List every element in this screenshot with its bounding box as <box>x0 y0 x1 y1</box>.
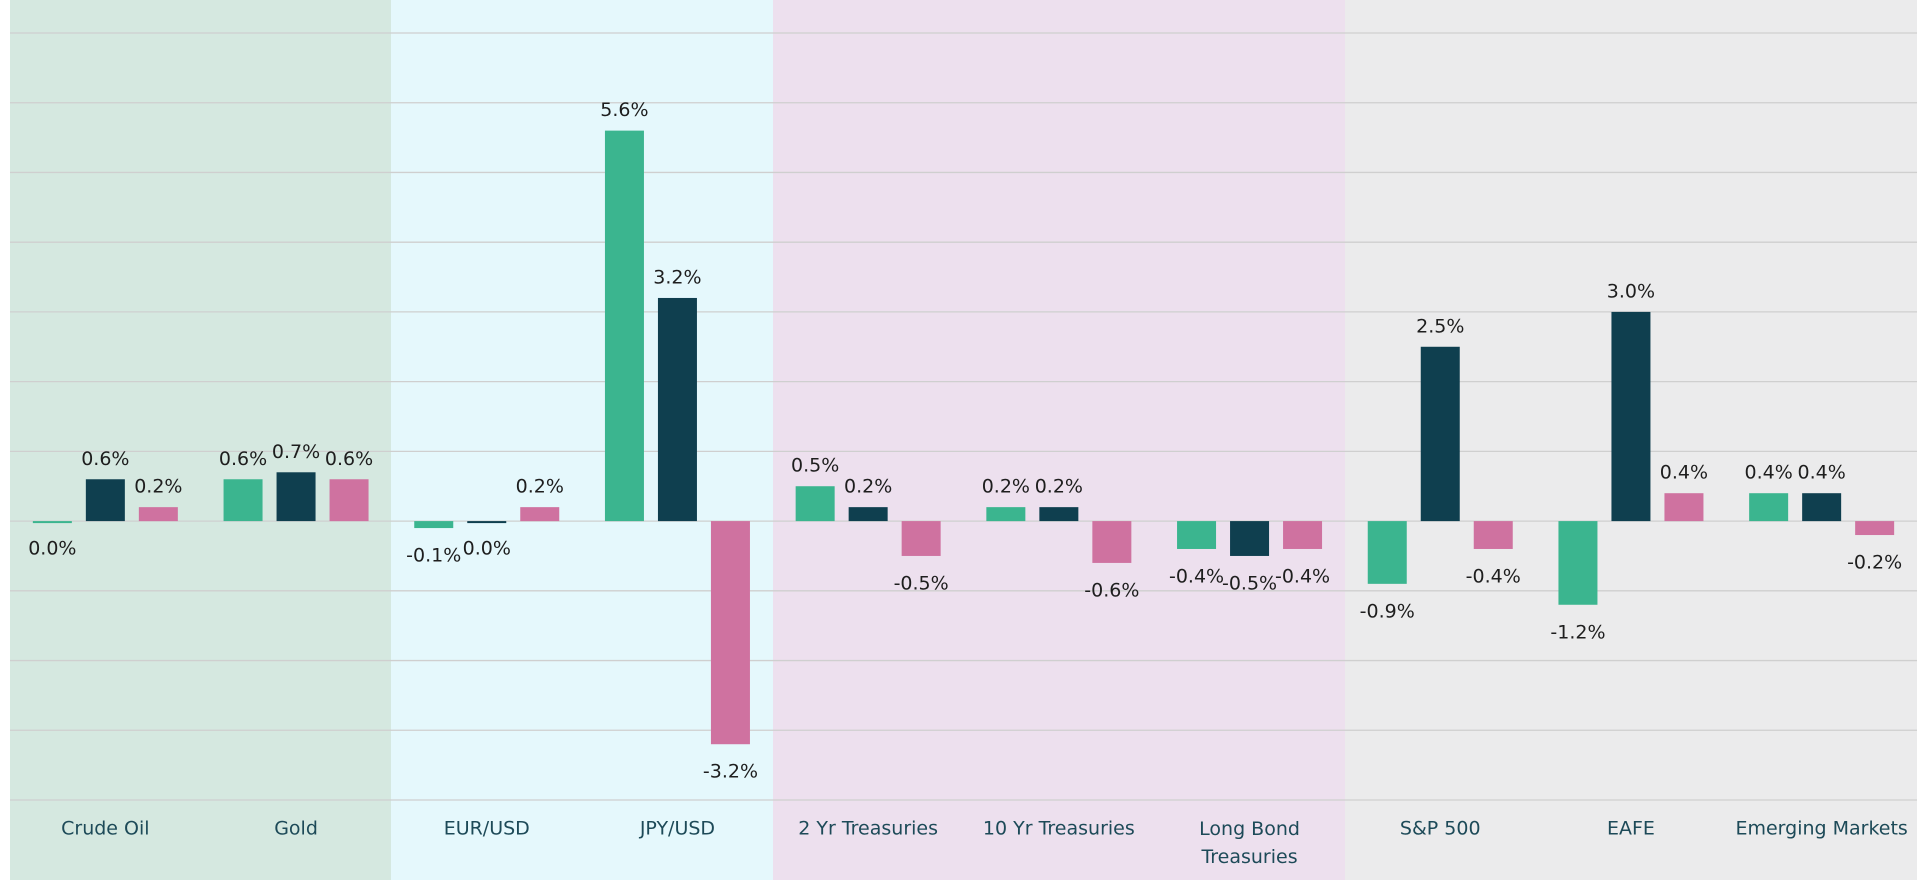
x-tick-label: JPY/USD <box>639 818 715 840</box>
bar <box>32 521 72 524</box>
value-label: 0.6% <box>219 448 267 470</box>
band-commodities <box>10 0 391 880</box>
bar <box>1749 493 1789 522</box>
bar <box>986 507 1026 522</box>
bar <box>1230 521 1270 556</box>
bar <box>520 507 560 522</box>
bar <box>223 479 263 522</box>
bar <box>657 297 697 522</box>
value-label: 0.4% <box>1745 462 1793 484</box>
x-tick-label: Crude Oil <box>61 818 149 840</box>
bar <box>85 479 125 522</box>
bar <box>795 486 835 522</box>
value-label: 0.7% <box>272 441 320 463</box>
bar <box>1367 521 1407 584</box>
bar <box>467 521 507 524</box>
value-label: -0.6% <box>1084 579 1139 601</box>
x-tick-label: S&P 500 <box>1400 818 1481 840</box>
bar <box>1473 521 1513 549</box>
value-label: -0.4% <box>1275 565 1330 587</box>
value-label: -0.9% <box>1360 600 1415 622</box>
band-rates <box>773 0 1345 880</box>
bar <box>1092 521 1132 563</box>
bar <box>848 507 888 522</box>
value-label: 0.4% <box>1798 462 1846 484</box>
bar <box>1611 311 1651 522</box>
bar <box>710 521 750 745</box>
x-tick-label: 10 Yr Treasuries <box>983 818 1135 840</box>
value-label: -0.1% <box>406 545 461 567</box>
value-label: 3.0% <box>1607 280 1655 302</box>
bar <box>1558 521 1598 605</box>
bar <box>1039 507 1079 522</box>
value-label: 0.5% <box>791 455 839 477</box>
bar <box>604 130 644 522</box>
x-tick-label: 2 Yr Treasuries <box>798 818 938 840</box>
x-tick-label: Emerging Markets <box>1735 818 1907 840</box>
value-label: -0.2% <box>1847 552 1902 574</box>
bar <box>276 472 316 522</box>
bar <box>1664 493 1704 522</box>
value-label: -0.5% <box>894 572 949 594</box>
value-label: 0.2% <box>134 476 182 498</box>
value-label: 0.4% <box>1660 462 1708 484</box>
value-label: 3.2% <box>653 266 701 288</box>
value-label: 2.5% <box>1416 315 1464 337</box>
x-tick-label: EUR/USD <box>444 818 530 840</box>
value-label: -0.5% <box>1222 572 1277 594</box>
bar <box>1283 521 1323 549</box>
x-tick-label: Gold <box>274 818 318 840</box>
bar <box>329 479 369 522</box>
value-label: 0.6% <box>325 448 373 470</box>
value-label: 0.2% <box>516 476 564 498</box>
value-label: 0.0% <box>28 538 76 560</box>
band-currencies <box>391 0 773 880</box>
bar <box>138 507 178 522</box>
value-label: -3.2% <box>703 761 758 783</box>
value-label: -0.4% <box>1169 565 1224 587</box>
value-label: 0.0% <box>463 538 511 560</box>
value-label: 0.2% <box>1035 476 1083 498</box>
value-label: -1.2% <box>1550 621 1605 643</box>
bar <box>1177 521 1217 549</box>
bar <box>1420 346 1460 522</box>
bar <box>414 521 454 529</box>
value-label: -0.4% <box>1466 565 1521 587</box>
bar <box>1802 493 1842 522</box>
value-label: 0.2% <box>844 476 892 498</box>
x-tick-label: EAFE <box>1607 818 1655 840</box>
bar <box>1855 521 1895 536</box>
value-label: 5.6% <box>600 99 648 121</box>
value-label: 0.2% <box>982 476 1030 498</box>
x-tick-label: Long Bond Treasuries <box>1199 818 1300 868</box>
value-label: 0.6% <box>81 448 129 470</box>
bar <box>901 521 941 556</box>
